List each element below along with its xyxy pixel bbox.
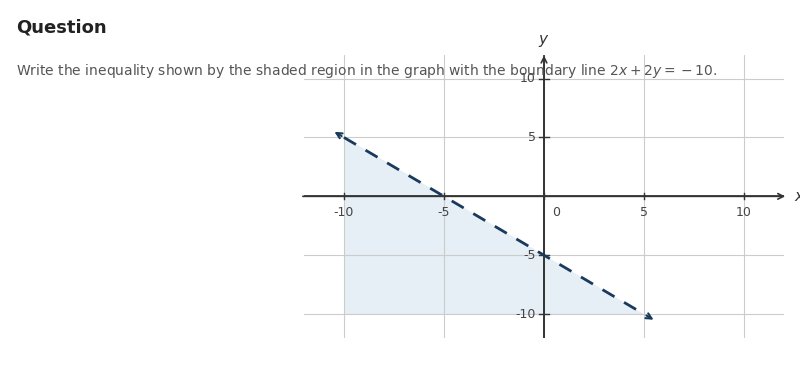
Text: -10: -10: [516, 308, 536, 321]
Text: $y$: $y$: [538, 33, 550, 49]
Text: 5: 5: [528, 131, 536, 144]
Text: 0: 0: [552, 206, 560, 219]
Text: 5: 5: [640, 206, 648, 219]
Text: Question: Question: [16, 18, 106, 36]
Text: 10: 10: [520, 72, 536, 85]
Polygon shape: [344, 138, 644, 314]
Text: Write the inequality shown by the shaded region in the graph with the boundary l: Write the inequality shown by the shaded…: [16, 62, 718, 80]
Text: -10: -10: [334, 206, 354, 219]
Text: $x$: $x$: [794, 189, 800, 204]
Text: -5: -5: [523, 249, 536, 262]
Text: -5: -5: [438, 206, 450, 219]
Text: 10: 10: [736, 206, 752, 219]
